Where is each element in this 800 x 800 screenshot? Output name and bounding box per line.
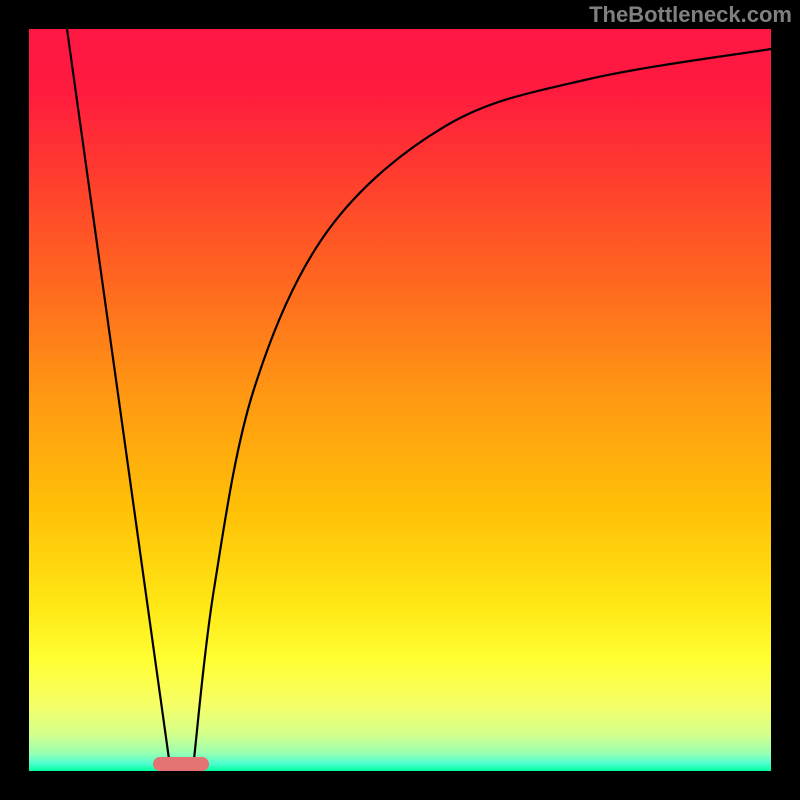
bottleneck-chart: [0, 0, 800, 800]
watermark-text: TheBottleneck.com: [589, 2, 792, 28]
optimum-marker: [153, 757, 209, 771]
plot-background: [29, 29, 771, 771]
figure-container: TheBottleneck.com: [0, 0, 800, 800]
